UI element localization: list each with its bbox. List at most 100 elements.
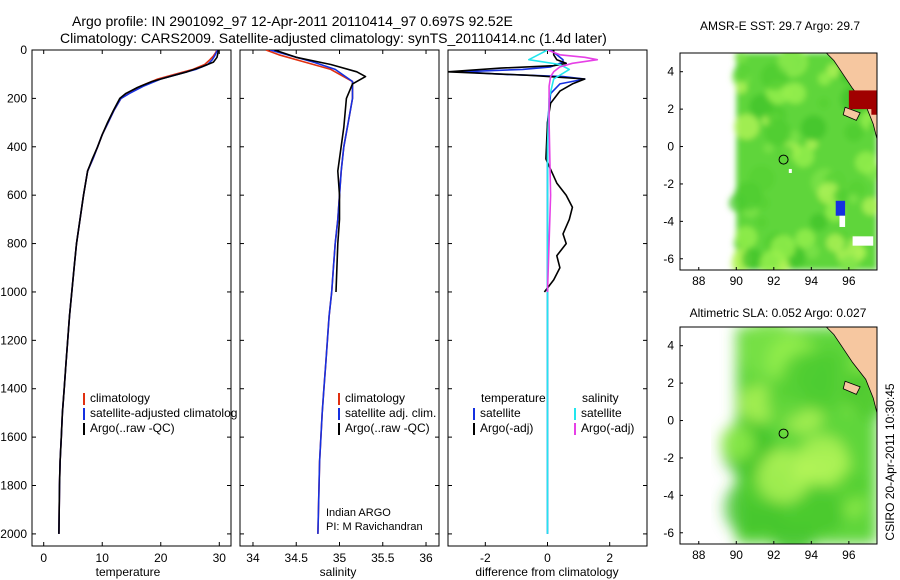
cold-anomaly-cell [835,200,846,216]
salinity-axis-ticks: 34 34.5 35 35.5 36 [240,49,439,565]
missing-data-cell [788,168,792,173]
sla-map-title: Altimetric SLA: 0.052 Argo: 0.027 [690,306,867,320]
salinity-plot-frame [239,49,440,547]
salinity-annotation-program: Indian ARGO [326,507,391,519]
legend-entry-label: Argo(..raw -QC) [90,421,175,435]
legend-group-title: salinity [582,391,619,405]
masked-cells [848,90,877,110]
difference-axis-ticks: -2 0 2 [448,49,647,565]
y-tick-label: 600 [7,188,27,202]
difference-panel: -2 0 2 difference from climatology tempera… [447,49,648,579]
legend-entry-label: climatology [345,391,405,405]
temperature-plot-frame [31,49,232,547]
series-line-argo-raw-qc [58,50,219,534]
x-tick-label: 0 [40,551,47,565]
map-y-tick-label: 0 [667,414,674,428]
y-tick-label: 800 [7,237,27,251]
sst-map-frame [679,52,878,271]
salinity-panel: 34 34.5 35 35.5 36 salinity climatologysatel… [239,49,440,579]
map-y-tick-label: -6 [663,252,674,266]
x-tick-label: -2 [480,551,491,565]
map-y-tick-label: -2 [663,451,674,465]
y-tick-label: 1200 [0,333,27,347]
legend-entry-label: Argo(..raw -QC) [345,421,430,435]
argo-float-marker [778,154,789,165]
map-y-tick-label: 2 [667,376,674,390]
temperature-axis-ticks: 0 10 20 30 0 200 400 600 800 1000 1200 1400 1600 1800… [0,43,231,565]
sla-map-field [680,327,877,544]
timestamp-footer: CSIRO 20-Apr-2011 10:30:45 [883,383,897,541]
map-x-tick-label: 90 [730,548,744,562]
y-tick-label: 1000 [0,285,27,299]
salinity-annotation-pi: PI: M Ravichandran [326,521,423,533]
temperature-panel: 0 10 20 30 0 200 400 600 800 1000 1200 1400 1600 1800… [0,43,237,579]
salinity-series-lines [265,50,367,534]
x-tick-label: 36 [419,551,433,565]
series-line-argo-raw-qc [274,50,367,293]
legend-entry-label: Argo(-adj) [581,421,634,435]
y-tick-label: 1400 [0,382,27,396]
legend-entry-label: satellite-adjusted climatolog [90,406,237,420]
sst-map-field [680,53,877,270]
series-line-satellite-adj-clim [270,50,354,534]
x-tick-label: 20 [154,551,168,565]
map-x-tick-label: 96 [842,274,856,288]
difference-legend: temperaturesatelliteArgo(-adj)salinitysa… [473,391,634,435]
x-tick-label: 30 [213,551,227,565]
map-x-tick-label: 90 [730,274,744,288]
legend-entry-label: satellite [480,406,521,420]
difference-series-lines [448,50,599,534]
figure-title-line1: Argo profile: IN 2901092_97 12-Apr-2011 … [72,13,513,29]
y-tick-label: 1800 [0,479,27,493]
map-x-tick-label: 94 [805,274,819,288]
sst-map-axis-ticks: 88 90 92 94 96 -6 -4 -2 0 2 4 [663,65,856,288]
temperature-series-lines [58,50,219,534]
temperature-xlabel: temperature [96,565,161,579]
x-tick-label: 34 [246,551,260,565]
masked-cells [871,97,877,115]
legend-entry-label: Argo(-adj) [480,421,533,435]
map-y-tick-label: -4 [663,214,674,228]
map-x-tick-label: 92 [767,274,781,288]
x-tick-label: 10 [96,551,110,565]
map-x-tick-label: 96 [842,548,856,562]
y-tick-label: 1600 [0,430,27,444]
map-y-tick-label: -6 [663,526,674,540]
legend-entry-label: satellite adj. clim. [345,406,436,420]
figure-title-line2: Climatology: CARS2009. Satellite-adjuste… [60,30,607,46]
map-x-tick-label: 92 [767,548,781,562]
sla-map-panel: Altimetric SLA: 0.052 Argo: 0.027 88 90 92… [663,306,878,562]
y-tick-label: 2000 [0,527,27,541]
map-y-tick-label: 0 [667,140,674,154]
x-tick-label: 0 [544,551,551,565]
x-tick-label: 34.5 [285,551,309,565]
y-tick-label: 200 [7,91,27,105]
salinity-xlabel: salinity [320,565,357,579]
argo-float-marker [778,428,789,439]
map-x-tick-label: 88 [692,274,706,288]
x-tick-label: 2 [606,551,613,565]
map-y-tick-label: -4 [663,488,674,502]
sla-map-axis-ticks: 88 90 92 94 96 -6 -4 -2 0 2 4 [663,339,856,562]
map-y-tick-label: -2 [663,177,674,191]
legend-entry-label: climatology [90,391,150,405]
island [842,106,861,121]
series-line-salinity-argo-adj [546,50,599,293]
map-x-tick-label: 88 [692,548,706,562]
legend-entry-label: satellite [581,406,622,420]
difference-xlabel: difference from climatology [475,565,618,579]
missing-data-cell [852,236,874,246]
legend-group-title: temperature [481,391,546,405]
y-tick-label: 0 [20,43,27,57]
map-x-tick-label: 94 [805,548,819,562]
x-tick-label: 35.5 [371,551,395,565]
sla-map-frame [679,326,878,545]
x-tick-label: 35 [333,551,347,565]
sst-map-panel: AMSR-E SST: 29.7 Argo: 29.7 88 90 92 94 96 -6… [663,19,878,288]
sst-map-title: AMSR-E SST: 29.7 Argo: 29.7 [700,19,860,33]
map-y-tick-label: 4 [667,339,674,353]
land-mass [825,327,877,414]
